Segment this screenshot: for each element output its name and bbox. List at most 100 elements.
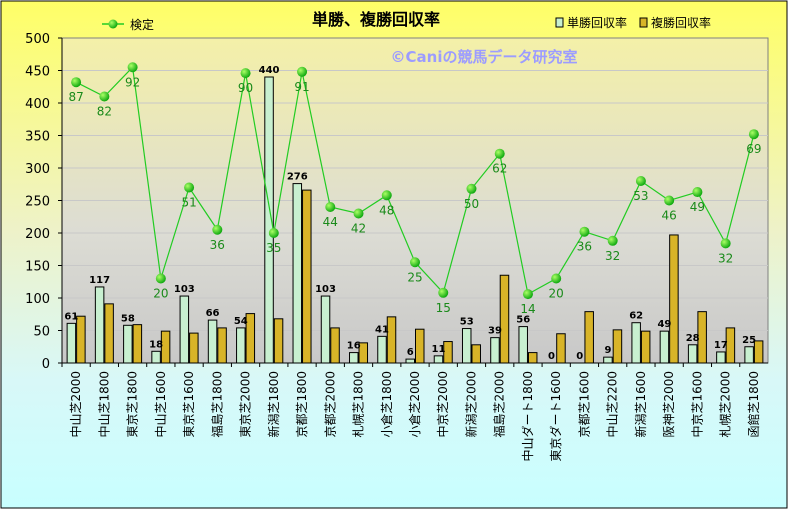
line-point bbox=[325, 202, 336, 212]
bar-place bbox=[471, 344, 481, 364]
y-tick-label: 200 bbox=[25, 227, 50, 242]
x-tick-label: 京都芝1600 bbox=[576, 371, 591, 438]
bar-win bbox=[631, 322, 641, 364]
y-tick-label: 300 bbox=[25, 162, 50, 177]
line-point bbox=[212, 224, 223, 235]
x-tick-label: 中山芝2000 bbox=[68, 371, 83, 438]
line-point bbox=[494, 148, 505, 159]
bar-win bbox=[461, 328, 472, 364]
x-tick-label: 中京芝1600 bbox=[689, 371, 704, 438]
line-point bbox=[381, 190, 392, 201]
bar-win bbox=[518, 326, 528, 364]
line-point bbox=[268, 228, 279, 238]
bar-win bbox=[320, 295, 331, 364]
y-tick-label: 150 bbox=[25, 260, 50, 275]
y-tick-label: 250 bbox=[25, 195, 50, 210]
x-tick-label: 札幌芝2000 bbox=[718, 371, 733, 438]
data-label-win: 66 bbox=[206, 308, 220, 319]
line-point-label: 82 bbox=[97, 105, 112, 119]
line-point-label: 32 bbox=[718, 251, 733, 265]
y-tick-label: 500 bbox=[25, 32, 50, 47]
line-point-label: 91 bbox=[294, 80, 309, 94]
bar-win bbox=[687, 344, 698, 364]
x-tick-label: 小倉芝1800 bbox=[379, 371, 394, 438]
line-point-label: 20 bbox=[153, 287, 168, 301]
bar-win bbox=[490, 337, 500, 364]
data-label-win: 39 bbox=[488, 326, 502, 337]
x-tick-label: 函館芝1800 bbox=[746, 371, 761, 438]
data-label-win: 49 bbox=[657, 319, 671, 330]
bar-win bbox=[349, 352, 359, 364]
line-point-label: 15 bbox=[436, 301, 451, 315]
y-tick-label: 0 bbox=[42, 357, 50, 372]
legend-swatch-win bbox=[555, 17, 564, 28]
bar-place bbox=[302, 189, 312, 364]
bar-win bbox=[603, 356, 613, 364]
bar-place bbox=[527, 352, 538, 364]
bar-place bbox=[640, 330, 651, 364]
data-label-win: 61 bbox=[64, 311, 78, 322]
line-point bbox=[692, 187, 703, 198]
bar-place bbox=[584, 311, 594, 364]
bar-win bbox=[659, 330, 670, 364]
line-point bbox=[438, 287, 449, 298]
legend-label-place: 複勝回収率 bbox=[651, 15, 711, 30]
data-label-win: 117 bbox=[89, 275, 110, 286]
line-point bbox=[410, 257, 420, 268]
x-tick-label: 新潟芝2000 bbox=[463, 371, 478, 438]
bar-win bbox=[433, 355, 444, 364]
line-point-label: 69 bbox=[746, 142, 761, 156]
data-label-win: 54 bbox=[234, 316, 248, 327]
line-point-label: 25 bbox=[407, 270, 422, 284]
legend-dot-icon bbox=[108, 19, 118, 29]
x-tick-label: 京都芝1800 bbox=[294, 371, 309, 438]
bar-win bbox=[151, 350, 161, 364]
bar-win bbox=[123, 324, 133, 364]
x-tick-label: 中山芝2200 bbox=[605, 371, 620, 438]
line-point-label: 32 bbox=[605, 249, 620, 263]
data-label-win: 56 bbox=[516, 315, 530, 326]
chart-title: 単勝、複勝回収率 bbox=[312, 10, 440, 29]
line-point-label: 53 bbox=[633, 189, 648, 203]
data-label-win: 0 bbox=[576, 351, 583, 362]
legend: 検定 単勝回収率 複勝回収率 bbox=[102, 15, 711, 32]
bar-place bbox=[499, 274, 510, 364]
x-tick-label: 札幌芝1800 bbox=[351, 371, 366, 438]
x-tick-label: 中山芝1800 bbox=[96, 371, 111, 438]
bar-place bbox=[415, 328, 425, 364]
line-point bbox=[579, 226, 590, 237]
bar-win bbox=[716, 351, 726, 364]
line-point-label: 14 bbox=[520, 302, 535, 316]
x-tick-label: 阪神芝2000 bbox=[661, 371, 676, 438]
bar-place bbox=[669, 234, 679, 364]
data-label-win: 11 bbox=[432, 344, 446, 355]
data-label-win: 276 bbox=[287, 172, 308, 183]
y-tick-label: 450 bbox=[25, 65, 50, 80]
line-point-label: 51 bbox=[181, 196, 196, 210]
y-tick-label: 400 bbox=[25, 97, 50, 112]
line-point bbox=[297, 66, 308, 77]
data-label-win: 25 bbox=[742, 335, 756, 346]
line-point-label: 49 bbox=[690, 200, 705, 214]
watermark: ©Caniの競馬データ研究室 bbox=[391, 48, 578, 66]
x-tick-label: 中山芝1600 bbox=[153, 371, 168, 438]
line-point-label: 44 bbox=[323, 215, 338, 229]
line-point bbox=[99, 91, 110, 102]
line-point bbox=[607, 235, 618, 246]
x-tick-label: 新潟芝1600 bbox=[633, 371, 648, 438]
line-point-label: 90 bbox=[238, 81, 253, 95]
data-label-win: 440 bbox=[259, 65, 280, 76]
legend-label-line: 検定 bbox=[130, 17, 154, 32]
data-label-win: 16 bbox=[347, 341, 361, 352]
y-tick-label: 100 bbox=[25, 292, 50, 307]
line-point bbox=[127, 62, 138, 73]
data-label-win: 62 bbox=[629, 311, 643, 322]
data-label-win: 53 bbox=[460, 317, 474, 328]
line-point-label: 50 bbox=[464, 197, 479, 211]
line-point bbox=[184, 182, 195, 193]
bar-win bbox=[66, 322, 77, 364]
x-tick-label: 東京芝2000 bbox=[238, 371, 253, 438]
line-point-label: 62 bbox=[492, 162, 507, 176]
data-label-win: 41 bbox=[375, 324, 389, 335]
